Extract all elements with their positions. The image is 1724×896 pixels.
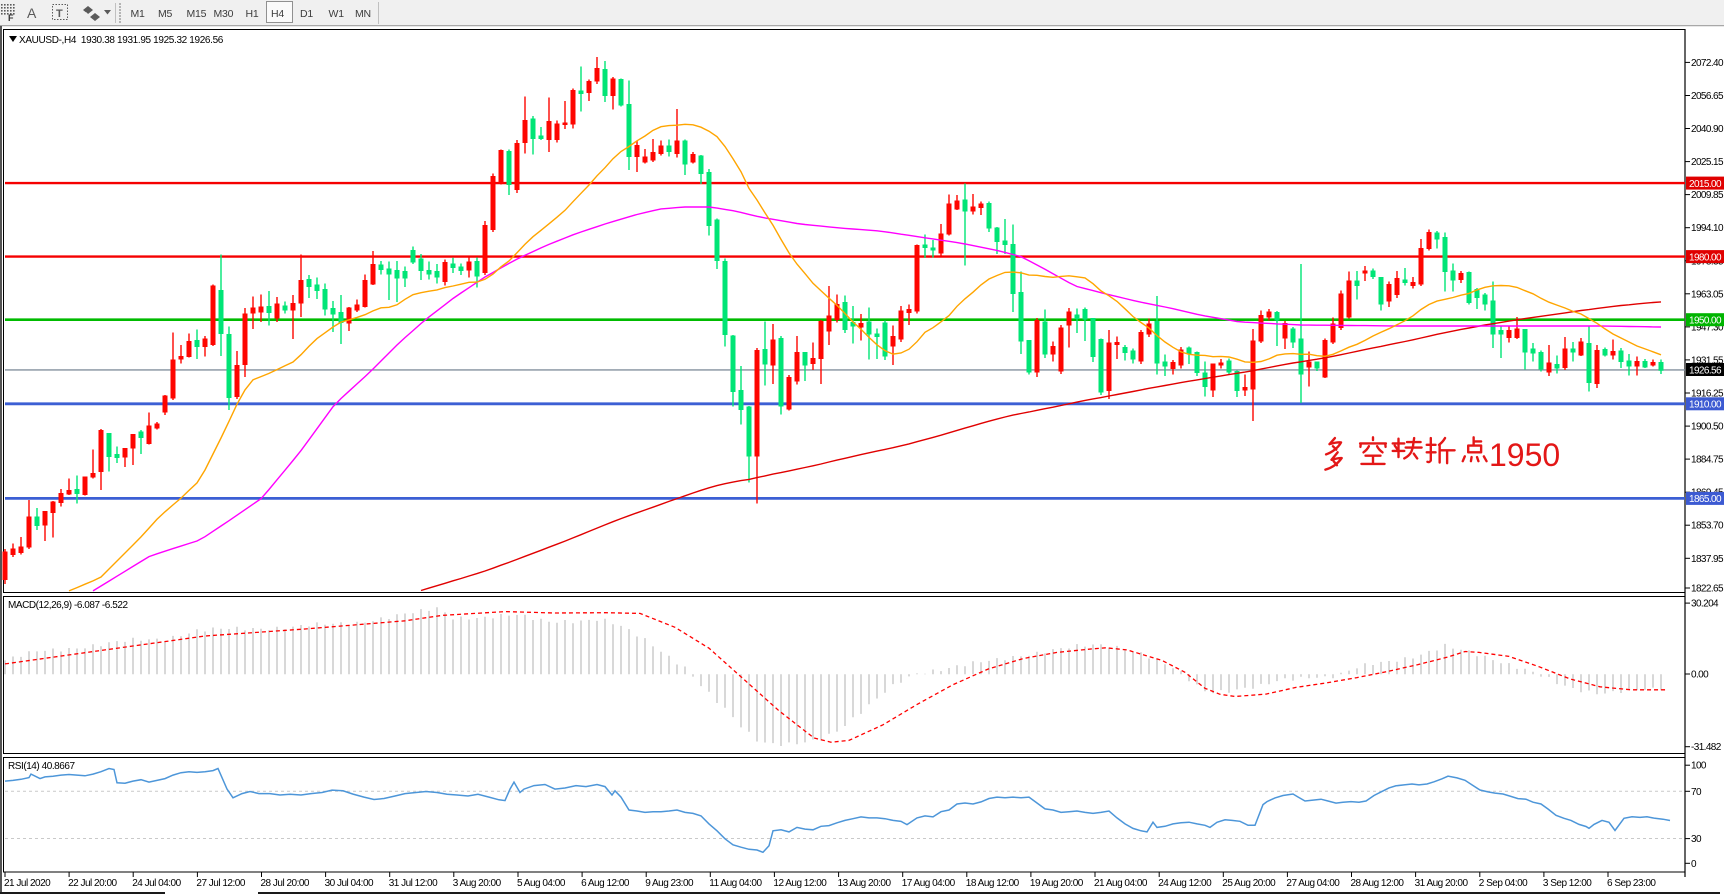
svg-text:2040.90: 2040.90: [1691, 124, 1724, 135]
svg-text:31 Aug 20:00: 31 Aug 20:00: [1415, 878, 1469, 889]
svg-text:RSI(14) 40.8667: RSI(14) 40.8667: [8, 761, 76, 772]
svg-text:21 Jul 2020: 21 Jul 2020: [4, 878, 51, 889]
svg-text:3 Aug 20:00: 3 Aug 20:00: [453, 878, 502, 889]
svg-text:1926.56: 1926.56: [1689, 365, 1722, 376]
svg-text:100: 100: [1691, 761, 1707, 772]
svg-text:1963.05: 1963.05: [1691, 289, 1724, 300]
svg-text:1950: 1950: [1489, 437, 1560, 473]
svg-text:1865.00: 1865.00: [1689, 494, 1722, 505]
svg-text:MACD(12,26,9) -6.087 -6.522: MACD(12,26,9) -6.087 -6.522: [8, 600, 128, 611]
svg-text:1910.00: 1910.00: [1689, 400, 1722, 411]
svg-text:30: 30: [1691, 834, 1702, 845]
svg-text:30.204: 30.204: [1691, 599, 1719, 610]
svg-text:21 Aug 04:00: 21 Aug 04:00: [1094, 878, 1148, 889]
svg-text:T: T: [56, 8, 63, 20]
svg-text:19 Aug 20:00: 19 Aug 20:00: [1030, 878, 1084, 889]
svg-text:1837.95: 1837.95: [1691, 554, 1724, 565]
svg-text:1900.50: 1900.50: [1691, 422, 1724, 433]
svg-text:H4: H4: [271, 8, 284, 20]
svg-text:5 Aug 04:00: 5 Aug 04:00: [517, 878, 566, 889]
svg-text:W1: W1: [329, 8, 345, 20]
svg-text:1994.10: 1994.10: [1691, 223, 1724, 234]
svg-text:-31.482: -31.482: [1691, 742, 1722, 753]
svg-text:1884.75: 1884.75: [1691, 455, 1724, 466]
svg-text:3 Sep 12:00: 3 Sep 12:00: [1543, 878, 1592, 889]
svg-text:XAUUSD-,H4 1930.38 1931.95 19: XAUUSD-,H4 1930.38 1931.95 1925.32 1926.…: [19, 35, 224, 46]
svg-text:2072.40: 2072.40: [1691, 58, 1724, 69]
svg-text:6 Sep 23:00: 6 Sep 23:00: [1607, 878, 1656, 889]
svg-text:30 Jul 04:00: 30 Jul 04:00: [325, 878, 374, 889]
svg-text:M1: M1: [131, 8, 146, 20]
svg-text:22 Jul 20:00: 22 Jul 20:00: [68, 878, 117, 889]
svg-text:1916.25: 1916.25: [1691, 389, 1724, 400]
svg-text:H1: H1: [246, 8, 259, 20]
svg-text:1853.70: 1853.70: [1691, 521, 1724, 532]
svg-text:MN: MN: [355, 8, 371, 20]
svg-text:2015.00: 2015.00: [1689, 179, 1722, 190]
svg-text:9 Aug 23:00: 9 Aug 23:00: [645, 878, 694, 889]
svg-text:2056.65: 2056.65: [1691, 91, 1724, 102]
svg-text:17 Aug 04:00: 17 Aug 04:00: [902, 878, 956, 889]
svg-text:0.00: 0.00: [1691, 670, 1709, 681]
svg-text:1822.65: 1822.65: [1691, 584, 1724, 595]
svg-text:70: 70: [1691, 787, 1702, 798]
svg-text:24 Aug 12:00: 24 Aug 12:00: [1158, 878, 1212, 889]
svg-text:2009.85: 2009.85: [1691, 190, 1724, 201]
svg-text:6 Aug 12:00: 6 Aug 12:00: [581, 878, 630, 889]
svg-text:M30: M30: [214, 8, 234, 20]
svg-text:28 Aug 12:00: 28 Aug 12:00: [1351, 878, 1405, 889]
svg-text:18 Aug 12:00: 18 Aug 12:00: [966, 878, 1020, 889]
svg-text:2 Sep 04:00: 2 Sep 04:00: [1479, 878, 1528, 889]
svg-text:27 Aug 04:00: 27 Aug 04:00: [1286, 878, 1340, 889]
svg-text:12 Aug 12:00: 12 Aug 12:00: [773, 878, 827, 889]
svg-text:F: F: [8, 13, 14, 23]
svg-text:31 Jul 12:00: 31 Jul 12:00: [389, 878, 438, 889]
svg-text:M15: M15: [187, 8, 207, 20]
svg-text:27 Jul 12:00: 27 Jul 12:00: [196, 878, 245, 889]
svg-text:M5: M5: [158, 8, 173, 20]
svg-text:13 Aug 20:00: 13 Aug 20:00: [838, 878, 892, 889]
svg-text:2025.15: 2025.15: [1691, 157, 1724, 168]
svg-text:1947.30: 1947.30: [1691, 322, 1724, 333]
svg-text:1931.55: 1931.55: [1691, 355, 1724, 366]
svg-text:11 Aug 04:00: 11 Aug 04:00: [709, 878, 762, 889]
svg-text:0: 0: [1691, 859, 1697, 870]
svg-text:25 Aug 20:00: 25 Aug 20:00: [1222, 878, 1276, 889]
svg-text:A: A: [27, 5, 37, 21]
svg-text:28 Jul 20:00: 28 Jul 20:00: [261, 878, 310, 889]
svg-text:1950.00: 1950.00: [1689, 316, 1722, 327]
svg-text:D1: D1: [300, 8, 313, 20]
svg-text:1980.00: 1980.00: [1689, 252, 1722, 263]
svg-text:24 Jul 04:00: 24 Jul 04:00: [132, 878, 181, 889]
